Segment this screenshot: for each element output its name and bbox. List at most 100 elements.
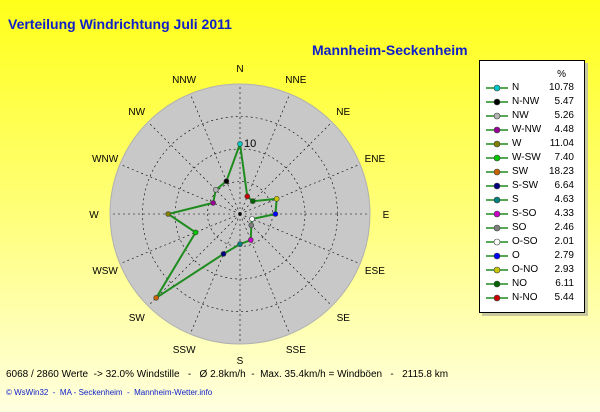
legend-item: S 4.63 xyxy=(480,193,584,206)
legend-label: SW xyxy=(512,166,529,177)
legend-item: S-SW 6.64 xyxy=(480,179,584,192)
legend-label: S xyxy=(512,194,519,205)
wind-rose-chart: N NNE NE ENE E ESE SE SSE S SSW SW WSW W WNW NW NNW 10 xyxy=(89,64,389,367)
direction-label-ne: NE xyxy=(336,107,350,118)
grid-spoke xyxy=(147,213,241,307)
legend-item: N 10.78 xyxy=(480,81,584,94)
legend-label: W xyxy=(512,138,522,149)
legend-marker xyxy=(486,98,508,106)
direction-label-nne: NNE xyxy=(285,75,306,86)
direction-label-ssw: SSW xyxy=(173,345,196,356)
legend-marker xyxy=(486,210,508,218)
legend-label: O-NO xyxy=(512,264,539,275)
grid-spoke xyxy=(239,163,361,215)
legend-marker xyxy=(486,154,508,162)
legend-item: NO 6.11 xyxy=(480,277,584,290)
legend-label: NW xyxy=(512,110,529,121)
direction-labels: N NNE NE ENE E ESE SE SSE S SSW SW WSW W WNW NW NNW xyxy=(89,64,389,367)
legend-marker xyxy=(486,84,508,92)
grid-spoke xyxy=(239,213,291,335)
legend-marker xyxy=(486,280,508,288)
legend-value: 5.26 xyxy=(554,110,574,121)
data-point-nw xyxy=(213,187,219,193)
direction-label-s: S xyxy=(237,356,244,367)
data-point-sw xyxy=(153,294,159,301)
legend-header: % xyxy=(557,69,566,80)
legend-marker xyxy=(486,140,508,148)
legend-item: SO 2.46 xyxy=(480,221,584,234)
direction-label-ene: ENE xyxy=(365,154,386,165)
legend-label: S-SW xyxy=(512,180,539,191)
legend-item: O 2.79 xyxy=(480,249,584,262)
legend-marker xyxy=(486,182,508,190)
data-point-ne xyxy=(250,198,256,204)
legend-marker xyxy=(486,196,508,204)
data-point-n xyxy=(237,141,243,147)
data-point-w xyxy=(165,211,171,217)
data-point-s xyxy=(237,241,243,247)
grid-spoke xyxy=(239,213,333,307)
legend-item: S-SO 4.33 xyxy=(480,207,584,220)
legend-marker xyxy=(486,238,508,246)
data-point-sse xyxy=(248,237,254,243)
legend-value: 2.46 xyxy=(554,222,574,233)
legend-marker xyxy=(486,224,508,232)
legend-item: SW 18.23 xyxy=(480,165,584,178)
direction-label-wsw: WSW xyxy=(92,266,118,277)
legend-value: 4.48 xyxy=(554,124,574,135)
chart-subtitle: Mannheim-Seckenheim xyxy=(312,42,468,58)
legend-label: SO xyxy=(512,222,527,233)
legend-value: 2.01 xyxy=(554,236,574,247)
legend-value: 4.33 xyxy=(554,208,574,219)
legend-item: N-NW 5.47 xyxy=(480,95,584,108)
legend-label: S-SO xyxy=(512,208,537,219)
direction-label-wnw: WNW xyxy=(92,154,119,165)
legend-value: 4.63 xyxy=(554,194,574,205)
chart-title: Verteilung Windrichtung Juli 2011 xyxy=(8,16,232,32)
legend-item: O-NO 2.93 xyxy=(480,263,584,276)
legend-marker xyxy=(486,168,508,176)
legend-item: W 11.04 xyxy=(480,137,584,150)
data-point-e xyxy=(272,211,279,217)
data-point-ese xyxy=(249,216,255,222)
grid-spoke xyxy=(119,213,241,265)
legend-label: O-SO xyxy=(512,236,538,247)
grid-spoke xyxy=(119,163,241,215)
legend-marker xyxy=(486,266,508,274)
direction-label-sw: SW xyxy=(129,313,146,324)
direction-label-sse: SSE xyxy=(286,345,306,356)
data-point-wsw xyxy=(192,229,199,236)
legend-item: NW 5.26 xyxy=(480,109,584,122)
legend-label: NO xyxy=(512,278,527,289)
legend-value: 5.44 xyxy=(554,292,574,303)
legend-item: O-SO 2.01 xyxy=(480,235,584,248)
direction-label-w: W xyxy=(89,210,99,221)
legend-label: N xyxy=(512,82,520,93)
legend-marker xyxy=(486,112,508,120)
legend-marker xyxy=(486,252,508,260)
legend-value: 6.64 xyxy=(554,180,574,191)
data-point-se xyxy=(248,222,255,229)
grid-spoke xyxy=(189,93,241,215)
data-point-wnw xyxy=(210,200,216,206)
ring-label: 10 xyxy=(244,138,256,150)
legend-value: 2.79 xyxy=(554,250,574,261)
legend-value: 10.78 xyxy=(548,82,574,93)
legend-marker xyxy=(486,126,508,134)
legend-value: 11.04 xyxy=(549,138,574,149)
direction-label-n: N xyxy=(236,64,243,75)
legend-value: 18.23 xyxy=(548,166,574,177)
legend-label: W-NW xyxy=(512,124,542,135)
legend-value: 5.47 xyxy=(554,96,574,107)
direction-label-nw: NW xyxy=(128,107,145,118)
legend-value: 7.40 xyxy=(554,152,574,163)
legend-label: N-NO xyxy=(512,292,538,303)
footer-credit: © WsWin32 - MA - Seckenheim - Mannheim-W… xyxy=(6,388,213,397)
legend-item: W-NW 4.48 xyxy=(480,123,584,136)
direction-label-e: E xyxy=(383,210,390,221)
legend-value: 6.11 xyxy=(555,278,574,289)
wind-series xyxy=(153,141,280,301)
grid-ring xyxy=(142,116,338,312)
stats-line: 6068 / 2860 Werte -> 32.0% Windstille - … xyxy=(6,369,449,380)
legend: % N 10.78 N-NW 5.47 NW 5.26 W-NW 4.48 W 11.04 W-SW… xyxy=(479,60,585,313)
